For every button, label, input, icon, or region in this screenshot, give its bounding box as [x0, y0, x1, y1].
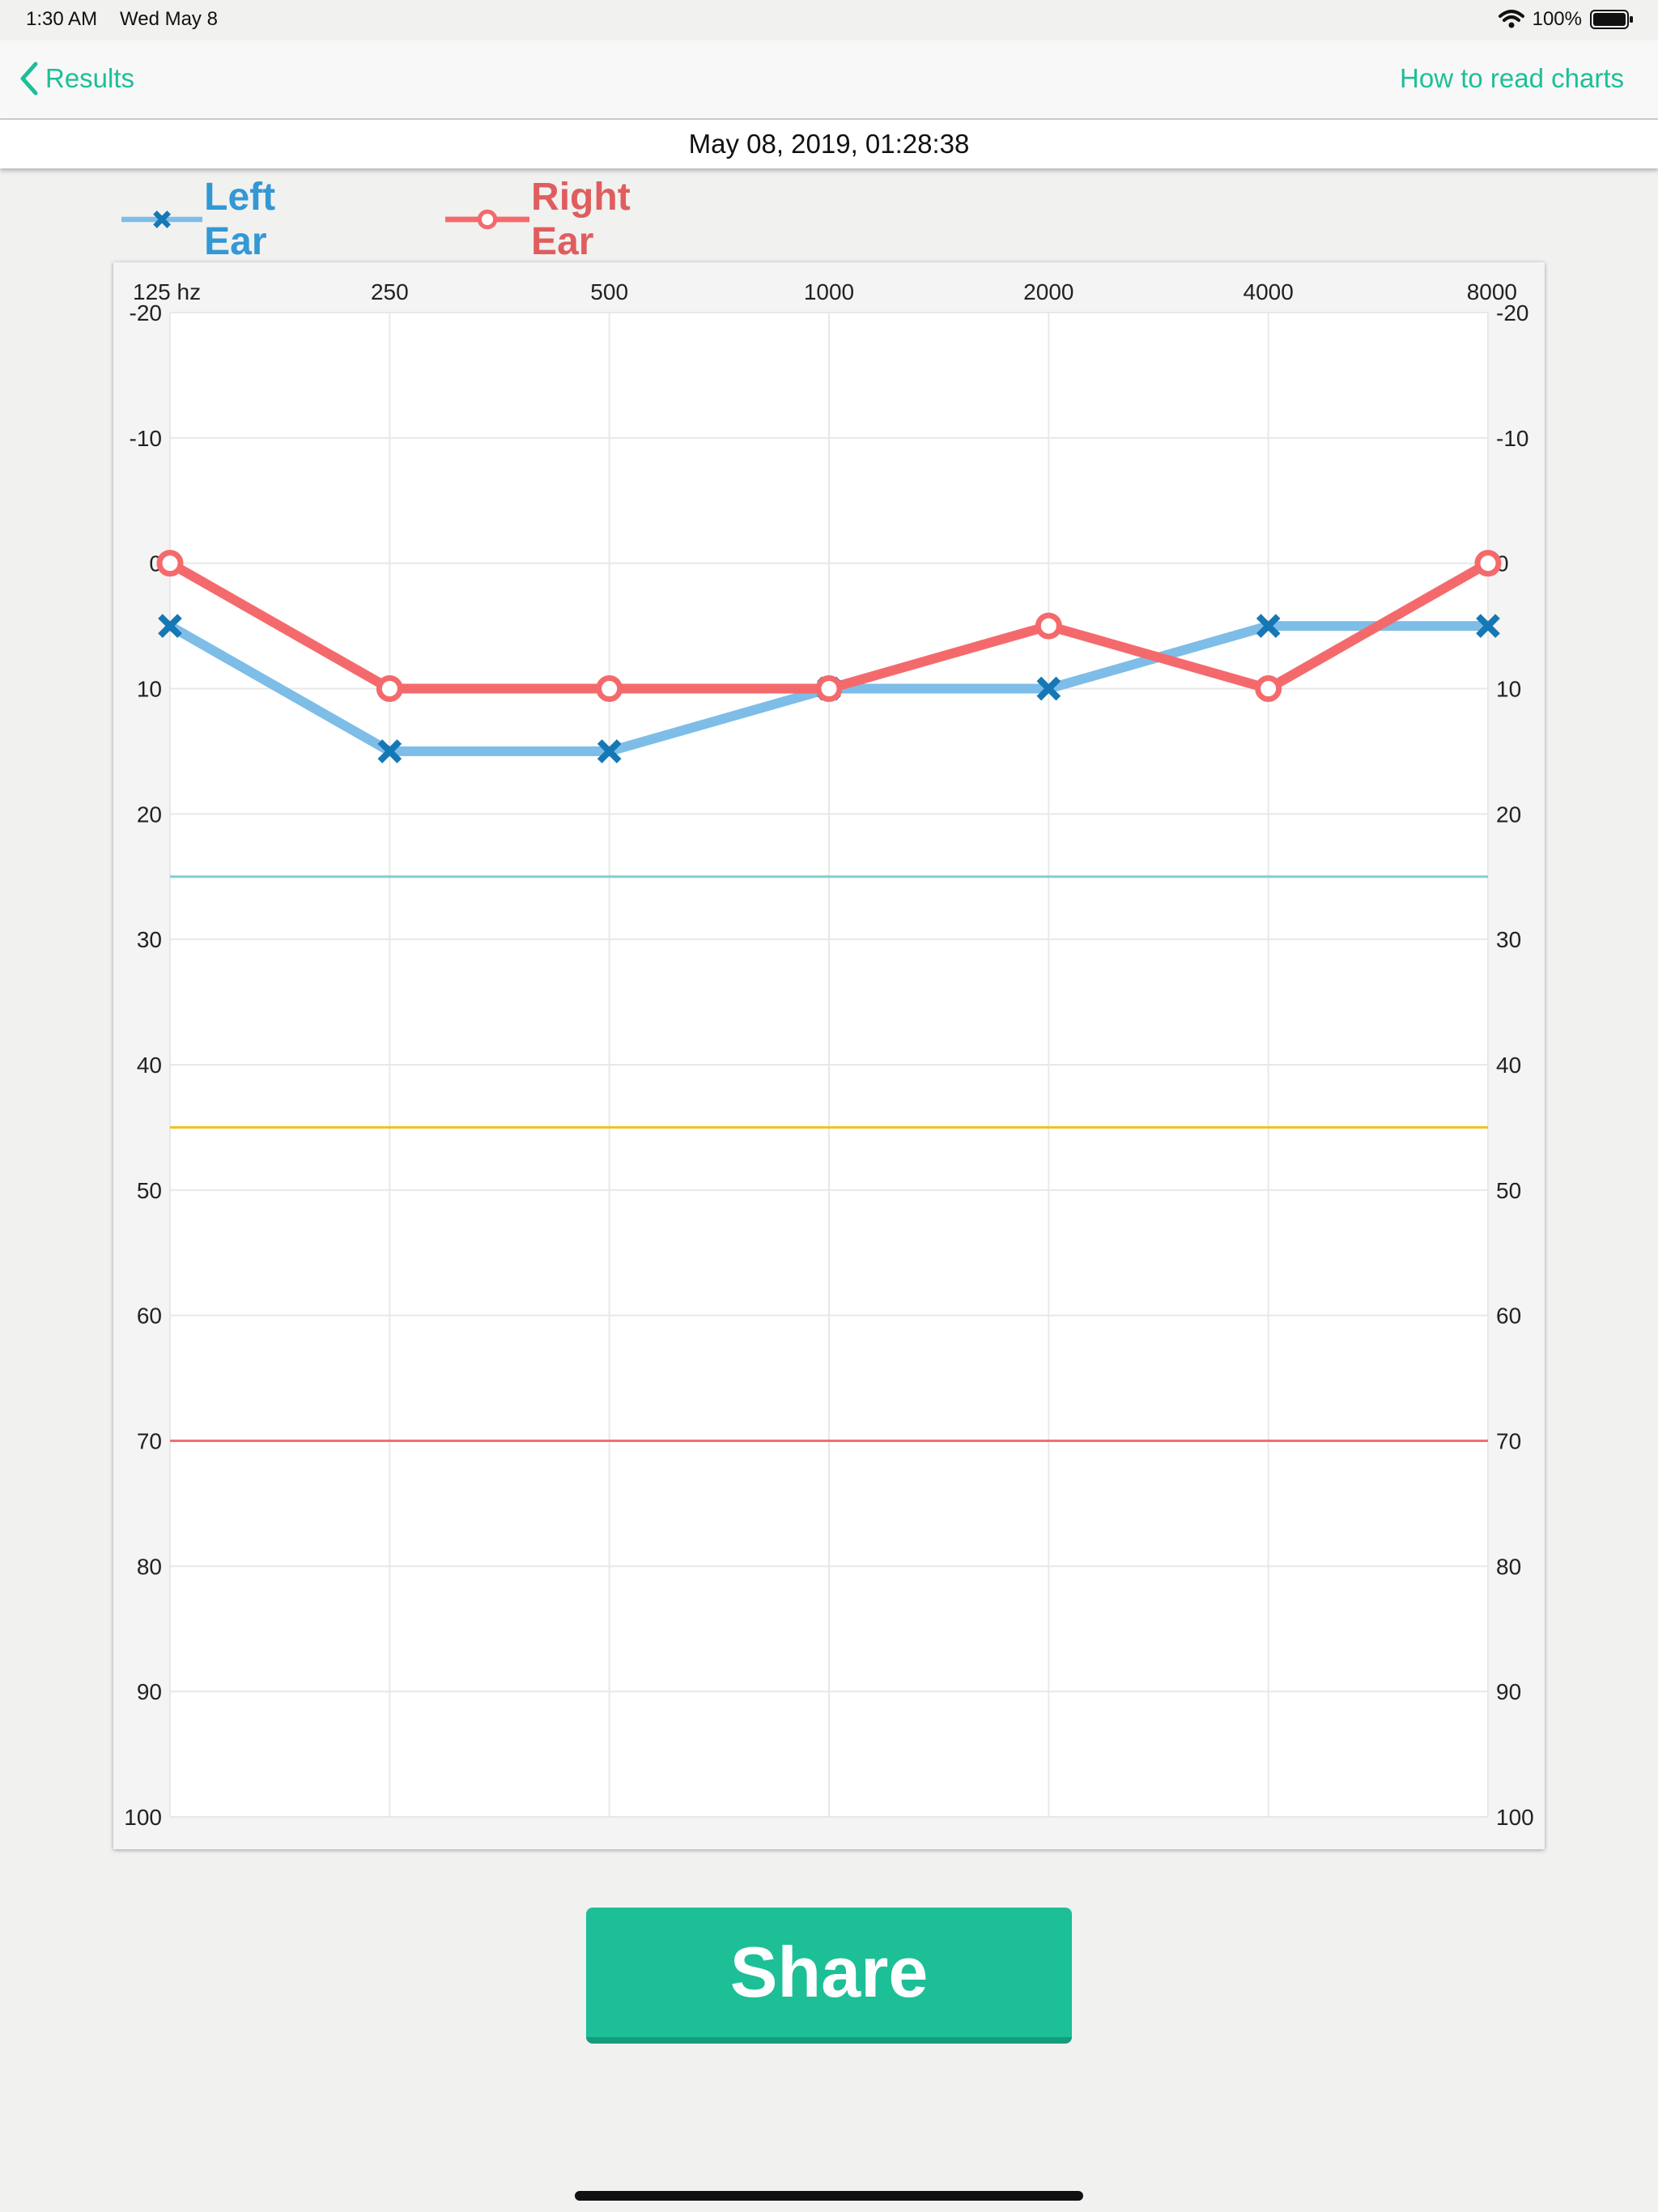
battery-percent: 100% [1532, 8, 1582, 30]
status-bar: 1:30 AM Wed May 8 100% [0, 0, 1658, 40]
navigation-bar: Results How to read charts [0, 40, 1658, 120]
left-ear-point [597, 739, 622, 764]
y-tick-label-left: 30 [137, 927, 162, 952]
x-tick-label: 500 [590, 279, 628, 304]
left-ear-point [1256, 614, 1281, 638]
home-indicator [575, 2191, 1083, 2201]
legend-right-ear-label: Right Ear [531, 176, 631, 263]
share-button[interactable]: Share [586, 1908, 1072, 2044]
legend-left-ear-label: Left Ear [204, 176, 276, 263]
y-tick-label-right: 90 [1496, 1679, 1521, 1704]
y-tick-label-right: -10 [1496, 426, 1528, 451]
y-tick-label-right: 70 [1496, 1429, 1521, 1454]
audiogram-svg: 125 hz 250 500 1000 2000 4000 8000-20 -20-10 -10… [124, 279, 1534, 1830]
y-tick-label-left: 40 [137, 1053, 162, 1078]
test-date-banner: May 08, 2019, 01:28:38 [0, 120, 1658, 168]
y-tick-label-right: -20 [1496, 300, 1528, 325]
y-tick-label-right: 50 [1496, 1178, 1521, 1203]
y-tick-label-left: 100 [124, 1805, 162, 1830]
x-tick-label: 8000 [1467, 279, 1517, 304]
y-tick-label-left: 20 [137, 802, 162, 827]
left-ear-point [1476, 614, 1500, 638]
right-ear-point [156, 550, 184, 577]
y-tick-label-right: 30 [1496, 927, 1521, 952]
y-tick-label-left: 90 [137, 1679, 162, 1704]
battery-icon [1590, 10, 1633, 29]
y-tick-label-left: 80 [137, 1554, 162, 1579]
y-tick-label-left: 70 [137, 1429, 162, 1454]
right-ear-point [1255, 675, 1282, 702]
right-ear-point [815, 675, 843, 702]
wifi-icon [1498, 10, 1524, 28]
legend-right-ear: Right Ear [445, 176, 660, 263]
x-tick-label: 1000 [804, 279, 854, 304]
right-ear-point [1474, 550, 1502, 577]
right-ear-point [1035, 612, 1062, 640]
y-tick-label-right: 20 [1496, 802, 1521, 827]
y-tick-label-right: 40 [1496, 1053, 1521, 1078]
y-tick-label-left: 50 [137, 1178, 162, 1203]
status-right: 100% [1498, 6, 1634, 32]
left-ear-point [377, 739, 402, 764]
left-ear-point [158, 614, 182, 638]
back-button-label: Results [45, 63, 135, 93]
right-ear-legend-icon [445, 209, 530, 230]
status-date: Wed May 8 [120, 8, 218, 30]
y-tick-label-right: 100 [1496, 1805, 1534, 1830]
how-to-read-charts-link[interactable]: How to read charts [1400, 63, 1624, 93]
right-ear-point [596, 675, 623, 702]
y-tick-label-left: 10 [137, 677, 162, 702]
status-time: 1:30 AM [26, 8, 98, 30]
x-tick-label: 4000 [1244, 279, 1294, 304]
left-ear-legend-icon [121, 211, 203, 228]
y-tick-label-left: 60 [137, 1304, 162, 1329]
back-button[interactable]: Results [18, 58, 134, 99]
right-ear-point [376, 675, 403, 702]
x-tick-label: 250 [371, 279, 409, 304]
y-tick-label-right: 80 [1496, 1554, 1521, 1579]
x-tick-label: 125 hz [133, 279, 201, 304]
left-ear-point [1036, 676, 1061, 701]
y-tick-label-left: -10 [130, 426, 162, 451]
y-tick-label-right: 60 [1496, 1304, 1521, 1329]
y-tick-label-right: 10 [1496, 677, 1521, 702]
x-tick-label: 2000 [1023, 279, 1073, 304]
y-tick-label-left: -20 [130, 300, 162, 325]
chevron-left-icon [20, 62, 38, 96]
legend-left-ear: Left Ear [121, 176, 308, 263]
audiogram-chart: 125 hz 250 500 1000 2000 4000 8000 -20 -20 -10 -10… [113, 262, 1545, 1849]
